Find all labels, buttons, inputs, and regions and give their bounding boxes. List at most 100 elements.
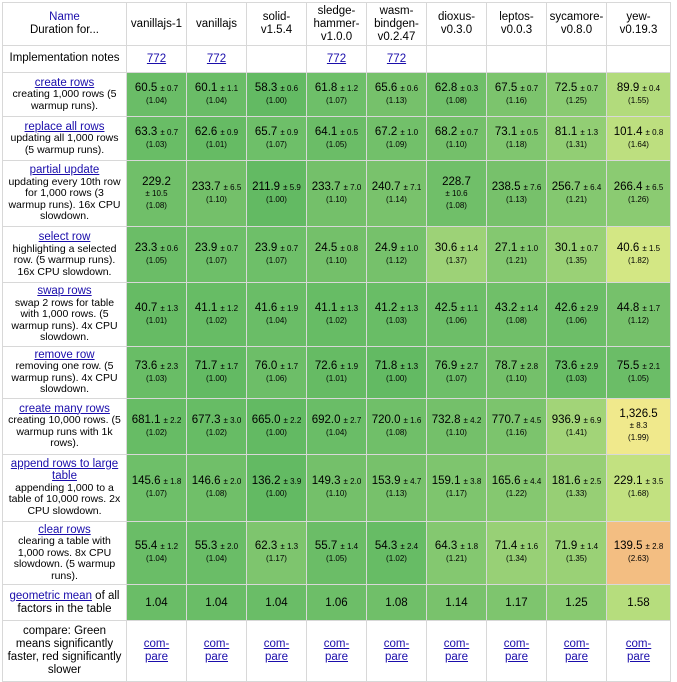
name-header-title[interactable]: Name — [49, 11, 80, 23]
benchmark-title-link[interactable]: create many rows — [19, 402, 110, 415]
benchmark-title-link[interactable]: partial update — [29, 164, 100, 177]
result-cell: 55.4 ± 1.2 (1.04) — [126, 520, 187, 585]
result-mean: 43.2 — [494, 301, 518, 314]
result-mean: 65.7 — [254, 126, 278, 138]
compare-link-part1: com- — [625, 638, 652, 650]
result-factor: (1.05) — [146, 256, 167, 265]
result-deviation: ± 0.7 — [160, 128, 179, 137]
result-mean: 71.4 — [494, 540, 518, 553]
geometric-mean-link[interactable]: geometric mean — [9, 589, 92, 602]
result-factor: (1.09) — [386, 140, 407, 149]
framework-header: vanillajs — [186, 2, 247, 46]
result-deviation: ± 2.7 — [343, 415, 362, 425]
benchmark-row: remove row removing one row. (5 warmup ru… — [2, 345, 671, 399]
compare-link-part2: pare — [144, 651, 169, 663]
implementation-note-cell: 772 — [366, 45, 427, 73]
compare-cell: com-pare — [366, 620, 427, 682]
result-cell: 64.1 ± 0.5 (1.05) — [306, 116, 367, 161]
compare-link[interactable]: com-pare — [564, 638, 590, 664]
compare-cell: com-pare — [246, 620, 307, 682]
result-cell: 76.0 ± 1.7 (1.06) — [246, 345, 307, 399]
framework-version: bindgen- v0.2.47 — [374, 17, 419, 43]
result-cell: 229.1 ± 3.5 (1.68) — [606, 453, 671, 522]
result-deviation: ± 1.6 — [520, 542, 539, 552]
compare-link[interactable]: com-pare — [144, 638, 170, 664]
benchmark-row: create rows creating 1,000 rows (5 warmup… — [2, 72, 671, 117]
result-factor: (1.12) — [628, 315, 649, 325]
result-cell: 153.9 ± 4.7 (1.13) — [366, 453, 427, 522]
result-factor: (1.04) — [206, 96, 227, 105]
framework-version: v0.0.3 — [500, 24, 533, 36]
result-mean: 23.9 — [194, 242, 218, 254]
result-cell: 71.4 ± 1.6 (1.34) — [486, 520, 547, 585]
result-factor: (1.18) — [506, 140, 527, 149]
result-factor: (1.02) — [206, 427, 227, 437]
result-deviation: ± 0.8 — [340, 244, 359, 253]
result-deviation: ± 3.8 — [463, 477, 482, 486]
compare-link[interactable]: com-pare — [324, 638, 350, 664]
implementation-note-link[interactable]: 772 — [386, 53, 407, 65]
benchmark-title-link[interactable]: swap rows — [37, 285, 92, 297]
result-mean: 732.8 — [431, 413, 461, 426]
result-deviation: ± 1.6 — [403, 415, 422, 425]
benchmark-title-link[interactable]: replace all rows — [24, 120, 105, 133]
framework-header: sycamore-v0.8.0 — [546, 2, 607, 46]
result-factor: (1.21) — [506, 256, 527, 265]
compare-cell: com-pare — [546, 620, 607, 682]
benchmark-title-link[interactable]: append rows to large table — [10, 457, 119, 483]
name-header-subtitle: Duration for... — [29, 24, 100, 36]
result-cell: 76.9 ± 2.7 (1.07) — [426, 345, 487, 399]
result-deviation: ± 0.7 — [460, 128, 479, 137]
result-deviation: ± 1.7 — [280, 361, 299, 371]
implementation-note-link[interactable]: 772 — [326, 53, 347, 65]
compare-link[interactable]: com-pare — [264, 638, 290, 664]
result-deviation: ± 1.4 — [520, 303, 539, 313]
result-mean: 62.3 — [254, 540, 278, 553]
result-mean: 23.9 — [254, 242, 278, 254]
result-cell: 27.1 ± 1.0 (1.21) — [486, 226, 547, 283]
result-factor: (1.04) — [146, 554, 167, 564]
name-header[interactable]: Name Duration for... — [2, 2, 127, 46]
framework-version: v0.19.3 — [619, 24, 658, 36]
result-cell: 71.7 ± 1.7 (1.00) — [186, 345, 247, 399]
result-cell: 67.2 ± 1.0 (1.09) — [366, 116, 427, 161]
result-cell: 238.5 ± 7.6 (1.13) — [486, 160, 547, 227]
compare-link[interactable]: com-pare — [384, 638, 410, 664]
benchmark-label: append rows to large table appending 1,00… — [2, 453, 127, 522]
benchmark-title-link[interactable]: select row — [38, 231, 91, 243]
result-deviation: ± 4.4 — [523, 477, 542, 486]
result-mean: 62.6 — [194, 126, 218, 138]
benchmark-description: swap 2 rows for table with 1,000 rows. (… — [11, 296, 118, 343]
compare-link[interactable]: com-pare — [626, 638, 652, 664]
benchmark-title-link[interactable]: create rows — [34, 76, 95, 89]
result-mean: 720.0 — [371, 413, 401, 426]
geometric-mean-text: of all factors in the table — [17, 589, 120, 615]
result-mean: 76.9 — [434, 359, 458, 372]
result-deviation: ± 2.2 — [163, 415, 182, 425]
benchmark-title-link[interactable]: clear rows — [38, 523, 91, 536]
result-mean: 67.2 — [374, 126, 398, 138]
benchmark-description: appending 1,000 to a table of 10,000 row… — [8, 481, 121, 517]
result-factor: (1.03) — [386, 315, 407, 325]
compare-link[interactable]: com-pare — [204, 638, 230, 664]
implementation-note-link[interactable]: 772 — [146, 53, 167, 65]
result-deviation: ± 1.2 — [160, 542, 179, 552]
implementation-note-cell — [606, 45, 671, 73]
benchmark-title-link[interactable]: remove row — [34, 348, 95, 361]
result-factor: (1.08) — [446, 200, 467, 210]
result-cell: 58.3 ± 0.6 (1.00) — [246, 72, 307, 117]
result-mean: 681.1 — [131, 413, 161, 426]
implementation-note-link[interactable]: 772 — [206, 53, 227, 65]
result-deviation: ± 4.2 — [463, 415, 482, 425]
result-deviation: ± 0.6 — [280, 84, 299, 93]
result-cell: 681.1 ± 2.2 (1.02) — [126, 397, 187, 455]
compare-link[interactable]: com-pare — [444, 638, 470, 664]
result-factor: (1.08) — [386, 427, 407, 437]
result-cell: 55.7 ± 1.4 (1.05) — [306, 520, 367, 585]
result-cell: 68.2 ± 0.7 (1.10) — [426, 116, 487, 161]
result-deviation: ± 1.3 — [280, 542, 299, 552]
compare-link[interactable]: com-pare — [504, 638, 530, 664]
result-factor: (1.33) — [566, 489, 587, 498]
implementation-note-cell — [486, 45, 547, 73]
result-factor: (1.13) — [386, 96, 407, 105]
